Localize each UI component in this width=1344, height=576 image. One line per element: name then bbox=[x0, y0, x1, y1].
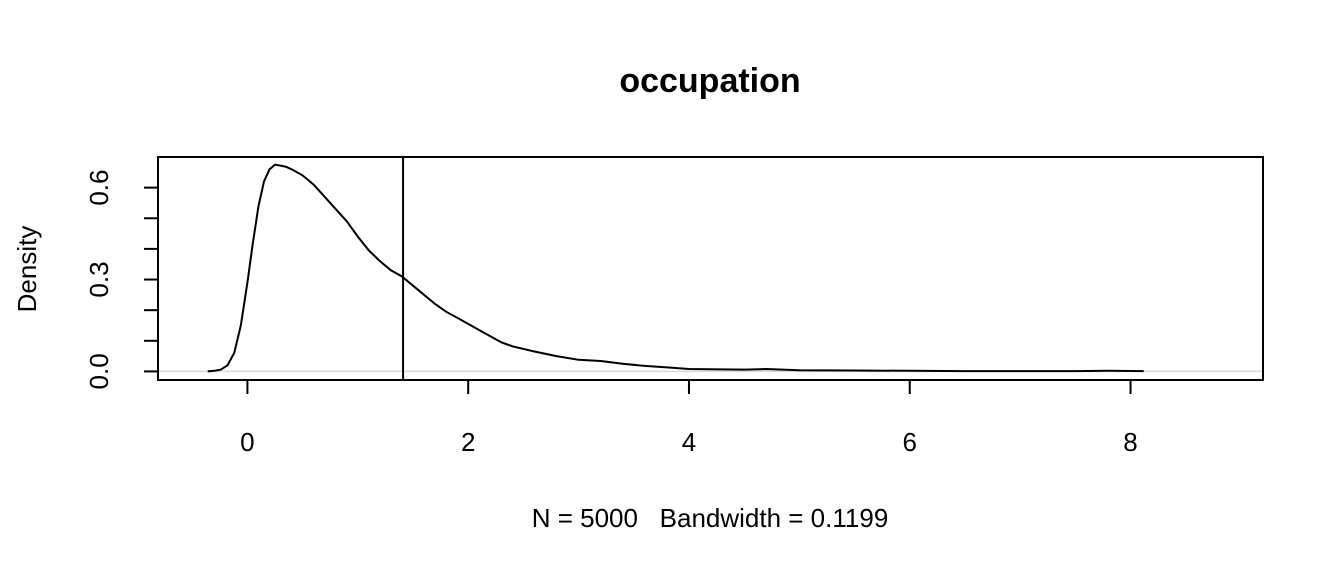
x-tick-label: 4 bbox=[682, 427, 696, 457]
plot-frame bbox=[157, 156, 1264, 381]
x-tick-label: 6 bbox=[903, 427, 917, 457]
x-tick-label: 8 bbox=[1123, 427, 1137, 457]
density-curve bbox=[207, 163, 1144, 373]
y-tick-label: 0.0 bbox=[84, 353, 114, 389]
x-tick-label: 0 bbox=[240, 427, 254, 457]
chart-title: occupation bbox=[619, 62, 800, 100]
y-tick-label: 0.3 bbox=[84, 261, 114, 297]
x-tick-label: 2 bbox=[461, 427, 475, 457]
y-axis: 0.0 0.3 0.6 bbox=[84, 170, 159, 389]
x-axis: 0 2 4 6 8 bbox=[240, 379, 1138, 457]
x-axis-label: N = 5000 Bandwidth = 0.1199 bbox=[532, 503, 889, 533]
y-axis-label: Density bbox=[12, 226, 42, 313]
y-tick-label: 0.6 bbox=[84, 170, 114, 206]
